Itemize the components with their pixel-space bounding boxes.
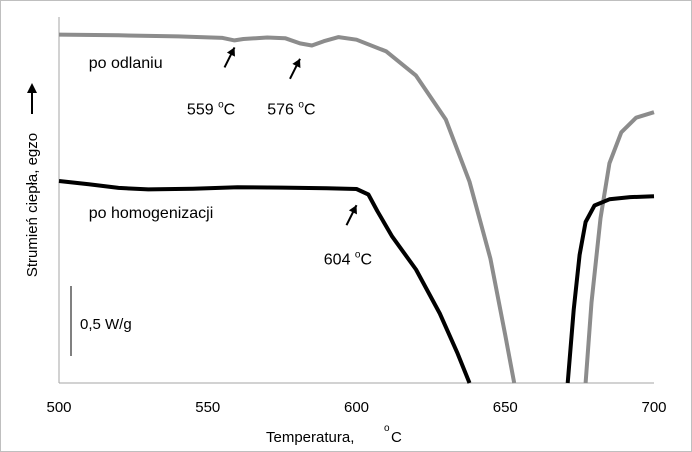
series-label: po odlaniu [89, 55, 163, 72]
x-axis-label: Temperatura, [266, 429, 354, 446]
series-line-po-homogenizacji [565, 194, 655, 384]
temperature-annotation: 559 oC [187, 100, 235, 119]
x-tick-label: 650 [493, 399, 518, 416]
scale-bar-label: 0,5 W/g [80, 316, 132, 333]
y-axis-label: Strumień ciepła, egzo [24, 133, 41, 277]
annotation-arrow-head [292, 58, 301, 68]
x-tick-label: 550 [195, 399, 220, 416]
series-line-po-odlaniu [583, 110, 655, 384]
series-line-po-odlaniu [58, 32, 517, 384]
x-tick-label: 600 [344, 399, 369, 416]
annotation-arrow-head [348, 205, 357, 215]
exo-arrow-head [27, 83, 37, 93]
temperature-annotation: 576 oC [267, 100, 315, 119]
x-tick-label: 700 [641, 399, 666, 416]
series-label: po homogenizacji [89, 205, 214, 222]
annotation-arrow-head [226, 47, 235, 57]
x-axis-unit-degree: o [384, 423, 390, 434]
temperature-annotation: 604 oC [324, 250, 372, 269]
series-line-po-homogenizacji [58, 179, 472, 384]
x-tick-label: 500 [46, 399, 71, 416]
x-axis-unit: C [391, 429, 402, 446]
